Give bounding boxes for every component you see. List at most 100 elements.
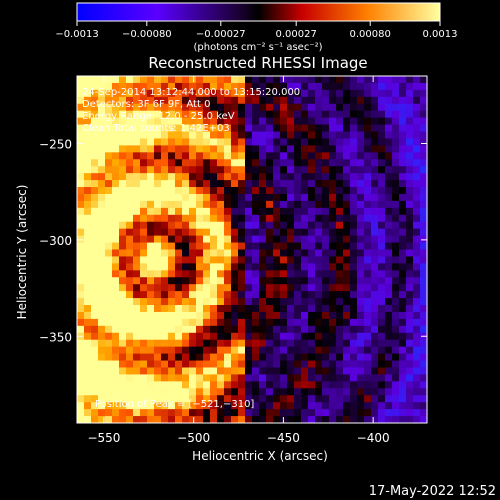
heatmap-cell: [287, 228, 295, 237]
heatmap-cell: [98, 242, 106, 250]
heatmap-cell: [119, 367, 127, 375]
heatmap-cell: [420, 360, 427, 368]
heatmap-cell: [126, 395, 134, 403]
heatmap-cell: [399, 381, 407, 389]
heatmap-cell: [378, 416, 386, 423]
heatmap-cell: [182, 180, 190, 188]
heatmap-cell: [98, 291, 106, 299]
heatmap-cell: [322, 124, 330, 132]
heatmap-cell: [357, 214, 365, 223]
heatmap-cell: [259, 409, 267, 417]
heatmap-cell: [357, 145, 365, 153]
heatmap-cell: [294, 89, 302, 98]
heatmap-cell: [175, 214, 183, 223]
heatmap-cell: [238, 339, 246, 348]
heatmap-cell: [84, 388, 92, 396]
heatmap-cell: [413, 367, 421, 375]
heatmap-cell: [168, 131, 176, 139]
heatmap-cell: [329, 221, 337, 230]
heatmap-cell: [252, 124, 260, 132]
heatmap-cell: [259, 332, 267, 341]
heatmap-cell: [266, 207, 274, 216]
heatmap-cell: [196, 270, 204, 278]
heatmap-cell: [217, 332, 225, 341]
heatmap-cell: [315, 235, 323, 243]
heatmap-cell: [266, 298, 274, 306]
heatmap-cell: [77, 409, 85, 417]
heatmap-cell: [287, 318, 295, 327]
heatmap-cell: [231, 96, 239, 105]
heatmap-cell: [378, 173, 386, 181]
heatmap-cell: [336, 402, 344, 410]
heatmap-cell: [266, 346, 274, 354]
heatmap-cell: [266, 374, 274, 382]
heatmap-cell: [126, 325, 134, 334]
heatmap-cell: [420, 249, 427, 257]
heatmap-cell: [315, 96, 323, 105]
heatmap-cell: [196, 166, 204, 174]
heatmap-cell: [175, 166, 183, 174]
heatmap-cell: [399, 152, 407, 160]
heatmap-cell: [322, 228, 330, 237]
heatmap-cell: [266, 381, 274, 389]
heatmap-cell: [182, 242, 190, 250]
heatmap-cell: [287, 214, 295, 223]
heatmap-cell: [203, 82, 211, 91]
heatmap-cell: [217, 76, 225, 84]
heatmap-cell: [224, 284, 232, 292]
heatmap-cell: [91, 305, 99, 313]
heatmap-cell: [77, 402, 85, 410]
heatmap-cell: [266, 318, 274, 327]
heatmap-cell: [140, 325, 148, 334]
heatmap-cell: [308, 187, 316, 195]
heatmap-cell: [392, 103, 400, 112]
heatmap-cell: [105, 96, 113, 105]
heatmap-cell: [392, 242, 400, 250]
heatmap-cell: [112, 416, 120, 423]
heatmap-cell: [280, 110, 288, 119]
heatmap-cell: [357, 242, 365, 250]
heatmap-cell: [364, 152, 372, 160]
heatmap-cell: [133, 339, 141, 348]
heatmap-cell: [385, 332, 393, 341]
heatmap-cell: [385, 339, 393, 348]
heatmap-cell: [385, 221, 393, 230]
heatmap-cell: [350, 360, 358, 368]
heatmap-cell: [399, 214, 407, 223]
heatmap-cell: [126, 318, 134, 327]
heatmap-cell: [126, 242, 134, 250]
heatmap-cell: [238, 89, 246, 98]
heatmap-cell: [252, 346, 260, 354]
heatmap-cell: [294, 166, 302, 174]
heatmap-cell: [266, 409, 274, 417]
heatmap-cell: [91, 395, 99, 403]
heatmap-cell: [105, 110, 113, 119]
heatmap-cell: [406, 367, 414, 375]
heatmap-cell: [105, 173, 113, 181]
heatmap-cell: [203, 145, 211, 153]
heatmap-cell: [252, 152, 260, 160]
heatmap-cell: [336, 200, 344, 209]
heatmap-cell: [280, 117, 288, 125]
heatmap-cell: [91, 200, 99, 209]
heatmap-cell: [189, 207, 197, 216]
heatmap-cell: [273, 76, 281, 84]
heatmap-cell: [224, 402, 232, 410]
y-tick-label: −300: [39, 234, 72, 248]
heatmap-cell: [98, 367, 106, 375]
heatmap-cell: [308, 235, 316, 243]
heatmap-cell: [336, 332, 344, 341]
heatmap-cell: [266, 221, 274, 230]
heatmap-cell: [140, 305, 148, 313]
heatmap-cell: [301, 180, 309, 188]
heatmap-cell: [357, 228, 365, 237]
heatmap-cell: [154, 353, 162, 361]
heatmap-cell: [392, 332, 400, 341]
heatmap-cell: [357, 159, 365, 167]
heatmap-cell: [287, 270, 295, 278]
heatmap-cell: [315, 89, 323, 98]
heatmap-cell: [217, 207, 225, 216]
heatmap-cell: [287, 298, 295, 306]
heatmap-cell: [105, 103, 113, 112]
heatmap-cell: [413, 82, 421, 91]
